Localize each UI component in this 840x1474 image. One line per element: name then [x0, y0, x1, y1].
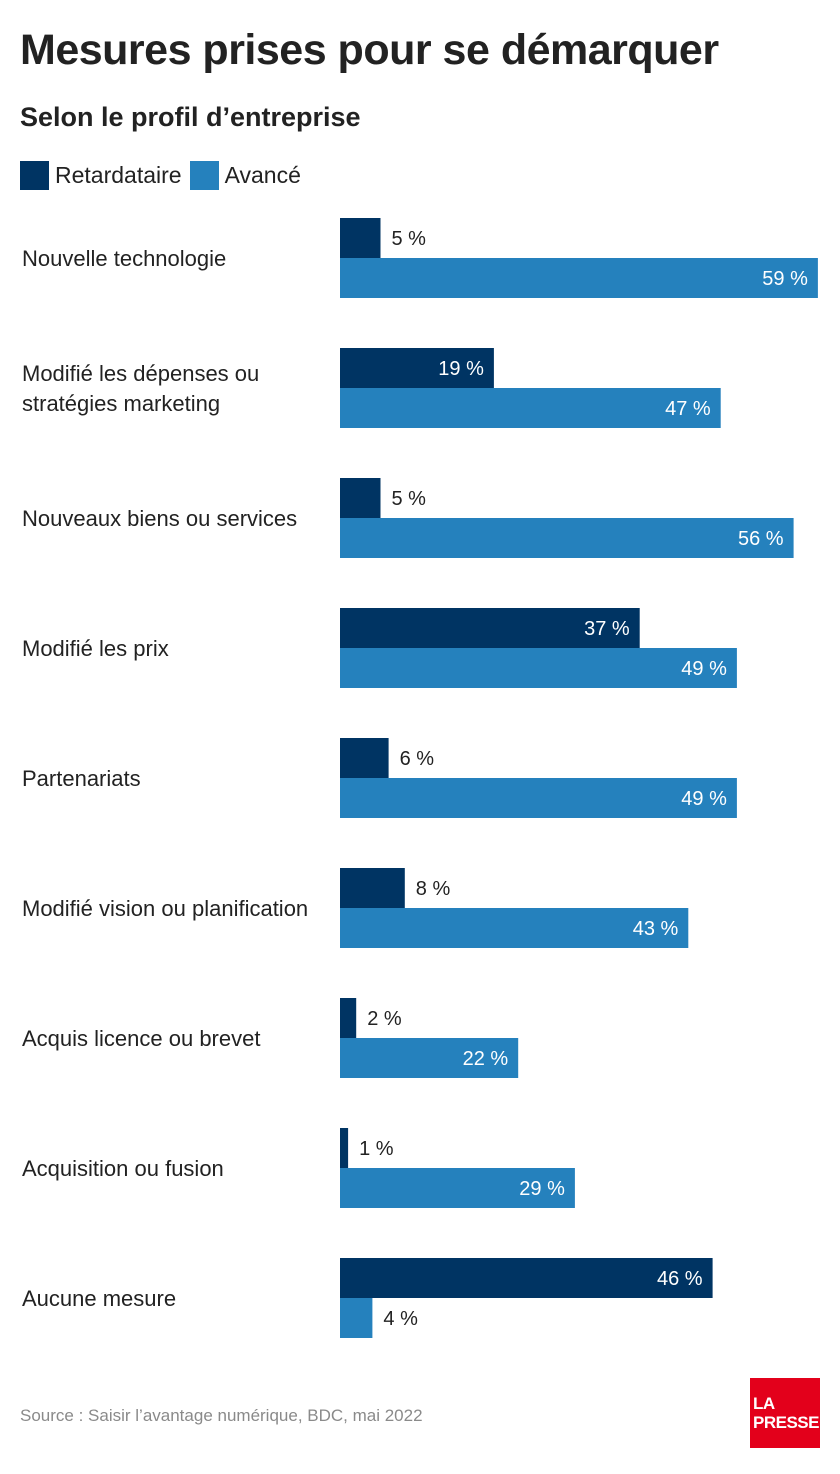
- value-label-retardataire: 5 %: [392, 488, 427, 510]
- category-label-line: Aucune mesure: [22, 1286, 176, 1311]
- logo-line-2: PRESSE: [753, 1413, 819, 1432]
- value-label-avance: 49 %: [681, 658, 727, 680]
- category-label: Nouveaux biens ou services: [22, 506, 297, 531]
- bar-avance: [340, 258, 818, 298]
- value-label-avance: 47 %: [665, 398, 711, 420]
- category-label-line: Nouveaux biens ou services: [22, 506, 297, 531]
- bar-retardataire: [340, 998, 357, 1038]
- category-label: Modifié vision ou planification: [22, 896, 308, 921]
- category-label: Acquis licence ou brevet: [22, 1026, 260, 1051]
- value-label-avance: 4 %: [383, 1308, 418, 1330]
- bar-avance: [340, 778, 737, 818]
- value-label-avance: 43 %: [633, 918, 679, 940]
- category-label-line: Nouvelle technologie: [22, 246, 226, 271]
- category-label-line: Modifié les dépenses ou: [22, 361, 259, 386]
- bar-retardataire: [340, 738, 389, 778]
- value-label-avance: 59 %: [762, 268, 808, 290]
- bar-avance: [340, 1038, 519, 1078]
- value-label-avance: 29 %: [519, 1178, 565, 1200]
- bar-avance: [340, 518, 794, 558]
- bar-avance: [340, 908, 689, 948]
- legend-swatch-retardataire: [20, 160, 49, 190]
- bar-retardataire: [340, 1128, 349, 1168]
- value-label-retardataire: 46 %: [657, 1268, 703, 1290]
- value-label-retardataire: 37 %: [584, 618, 630, 640]
- bar-avance: [340, 1168, 575, 1208]
- category-label: Modifié les dépenses ou stratégies market…: [22, 361, 259, 416]
- category-label-line: Modifié vision ou planification: [22, 896, 308, 921]
- bar-avance: [340, 388, 721, 428]
- value-label-retardataire: 1 %: [359, 1138, 394, 1160]
- value-label-avance: 22 %: [463, 1048, 509, 1070]
- category-label: Nouvelle technologie: [22, 246, 226, 271]
- category-label: Partenariats: [22, 766, 141, 791]
- bar-retardataire: [340, 478, 381, 518]
- bar-chart: Nouvelle technologie 5 % 59 % Modifié les d…: [22, 218, 818, 1338]
- bar-retardataire: [340, 608, 640, 648]
- category-label-line: stratégies marketing: [22, 391, 220, 416]
- category-label-line: Partenariats: [22, 766, 141, 791]
- source-note: Source : Saisir l’avantage numérique, BD…: [20, 1406, 423, 1425]
- value-label-retardataire: 19 %: [438, 358, 484, 380]
- value-label-retardataire: 8 %: [416, 878, 451, 900]
- legend-label-retardataire: Retardataire: [55, 161, 182, 188]
- bar-retardataire: [340, 1258, 713, 1298]
- legend-label-avance: Avancé: [224, 161, 301, 188]
- chart-title: Mesures prises pour se démarquer: [20, 26, 719, 74]
- bar-retardataire: [340, 348, 494, 388]
- value-label-avance: 56 %: [738, 528, 784, 550]
- value-label-retardataire: 5 %: [392, 228, 427, 250]
- legend-item-retardataire: Retardataire: [20, 160, 182, 190]
- logo-line-1: LA: [753, 1394, 775, 1413]
- category-label-line: Modifié les prix: [22, 636, 169, 661]
- value-label-retardataire: 6 %: [400, 748, 435, 770]
- category-label: Aucune mesure: [22, 1286, 176, 1311]
- category-label-line: Acquis licence ou brevet: [22, 1026, 260, 1051]
- chart-subtitle: Selon le profil d’entreprise: [20, 102, 361, 132]
- category-label-line: Acquisition ou fusion: [22, 1156, 224, 1181]
- category-label: Modifié les prix: [22, 636, 169, 661]
- bar-retardataire: [340, 868, 405, 908]
- value-label-avance: 49 %: [681, 788, 727, 810]
- category-label: Acquisition ou fusion: [22, 1156, 224, 1181]
- legend: Retardataire Avancé: [20, 160, 309, 190]
- bar-avance: [340, 1298, 373, 1338]
- legend-swatch-avance: [189, 160, 219, 190]
- bar-avance: [340, 648, 737, 688]
- bar-retardataire: [340, 218, 381, 258]
- value-label-retardataire: 2 %: [367, 1008, 402, 1030]
- legend-item-avance: Avancé: [189, 160, 301, 190]
- la-presse-logo: LA PRESSE: [750, 1378, 820, 1448]
